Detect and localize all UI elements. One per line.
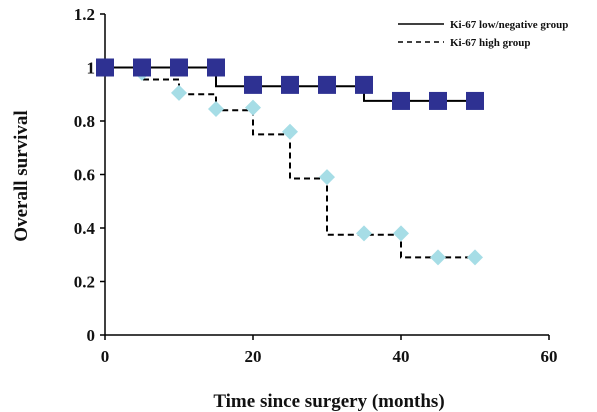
data-point-diamond bbox=[393, 225, 409, 242]
series-markers bbox=[96, 58, 484, 266]
series-lines bbox=[105, 66, 475, 259]
data-point-diamond bbox=[319, 169, 335, 186]
data-point-diamond bbox=[245, 99, 261, 116]
data-point-square bbox=[281, 75, 299, 94]
data-point-diamond bbox=[467, 249, 483, 266]
data-point-square bbox=[466, 91, 484, 110]
y-tick-label: 0 bbox=[87, 326, 96, 345]
legend: Ki-67 low/negative group Ki-67 high grou… bbox=[398, 19, 568, 49]
y-tick-label: 0.4 bbox=[74, 219, 96, 238]
data-point-square bbox=[392, 91, 410, 110]
x-tick-label: 0 bbox=[101, 347, 110, 366]
data-point-square bbox=[170, 58, 188, 77]
data-point-square bbox=[429, 91, 447, 110]
data-point-square bbox=[133, 58, 151, 77]
data-point-square bbox=[318, 75, 336, 94]
x-tick-label: 40 bbox=[393, 347, 410, 366]
y-tick-label: 1.2 bbox=[74, 5, 95, 24]
data-point-diamond bbox=[282, 123, 298, 140]
data-point-square bbox=[355, 75, 373, 94]
data-point-square bbox=[244, 75, 262, 94]
axes: 0 0.2 0.4 0.6 0.8 1 1.2 0 20 40 60 bbox=[74, 5, 558, 366]
data-point-square bbox=[207, 58, 225, 77]
legend-label-low: Ki-67 low/negative group bbox=[450, 19, 568, 31]
data-point-diamond bbox=[171, 84, 187, 101]
y-axis-title: Overall survival bbox=[11, 110, 32, 241]
x-tick-label: 60 bbox=[541, 347, 558, 366]
y-tick-label: 1 bbox=[87, 59, 96, 78]
data-point-diamond bbox=[356, 225, 372, 242]
x-axis-title: Time since surgery (months) bbox=[213, 391, 444, 412]
data-point-diamond bbox=[430, 249, 446, 266]
y-tick-label: 0.8 bbox=[74, 112, 95, 131]
data-point-square bbox=[96, 58, 114, 77]
y-tick-label: 0.2 bbox=[74, 273, 95, 292]
legend-label-high: Ki-67 high group bbox=[450, 37, 531, 49]
data-point-diamond bbox=[208, 100, 224, 117]
series-line-1 bbox=[105, 66, 475, 259]
y-tick-label: 0.6 bbox=[74, 166, 95, 185]
x-tick-label: 20 bbox=[245, 347, 262, 366]
